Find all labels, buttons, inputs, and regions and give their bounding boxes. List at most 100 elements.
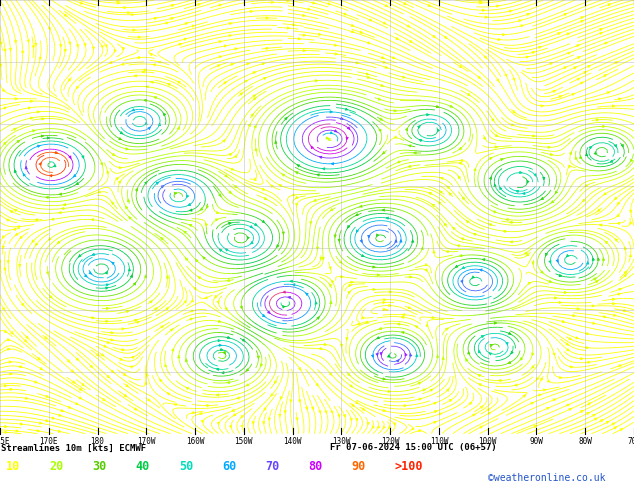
FancyArrowPatch shape [161,326,164,328]
FancyArrowPatch shape [59,212,61,214]
FancyArrowPatch shape [480,426,482,428]
FancyArrowPatch shape [630,221,632,224]
FancyArrowPatch shape [618,202,619,205]
FancyArrowPatch shape [6,219,9,221]
FancyArrowPatch shape [483,137,486,139]
FancyArrowPatch shape [15,40,16,43]
FancyArrowPatch shape [111,339,113,341]
FancyArrowPatch shape [376,353,378,356]
FancyArrowPatch shape [119,181,120,183]
FancyArrowPatch shape [607,92,609,94]
FancyArrowPatch shape [231,63,233,66]
FancyArrowPatch shape [380,353,382,355]
FancyArrowPatch shape [358,322,360,325]
FancyArrowPatch shape [541,271,543,273]
FancyArrowPatch shape [562,320,564,322]
FancyArrowPatch shape [581,17,583,19]
FancyArrowPatch shape [229,153,231,156]
FancyArrowPatch shape [190,318,193,320]
FancyArrowPatch shape [533,51,534,53]
FancyArrowPatch shape [296,418,298,420]
FancyArrowPatch shape [494,184,496,187]
FancyArrowPatch shape [586,262,589,264]
FancyArrowPatch shape [350,385,353,387]
FancyArrowPatch shape [351,24,354,26]
FancyArrowPatch shape [347,127,350,129]
FancyArrowPatch shape [384,308,385,310]
FancyArrowPatch shape [382,209,384,211]
FancyArrowPatch shape [219,41,221,43]
FancyArrowPatch shape [392,57,395,59]
FancyArrowPatch shape [65,14,67,16]
FancyArrowPatch shape [306,407,307,410]
FancyArrowPatch shape [219,56,222,58]
FancyArrowPatch shape [541,197,543,199]
FancyArrowPatch shape [76,358,79,361]
FancyArrowPatch shape [570,366,573,368]
FancyArrowPatch shape [567,52,570,54]
FancyArrowPatch shape [292,24,295,26]
FancyArrowPatch shape [450,399,451,402]
FancyArrowPatch shape [338,239,340,242]
FancyArrowPatch shape [3,308,4,310]
FancyArrowPatch shape [588,403,591,405]
FancyArrowPatch shape [585,184,588,187]
FancyArrowPatch shape [221,348,223,351]
FancyArrowPatch shape [76,86,79,89]
FancyArrowPatch shape [230,35,231,37]
FancyArrowPatch shape [619,365,621,367]
FancyArrowPatch shape [606,421,609,423]
FancyArrowPatch shape [122,328,124,330]
FancyArrowPatch shape [14,170,16,172]
FancyArrowPatch shape [264,408,266,410]
FancyArrowPatch shape [347,225,350,228]
FancyArrowPatch shape [136,189,138,191]
FancyArrowPatch shape [453,227,455,230]
FancyArrowPatch shape [249,124,250,126]
FancyArrowPatch shape [200,208,203,210]
FancyArrowPatch shape [64,49,67,52]
FancyArrowPatch shape [597,119,598,121]
FancyArrowPatch shape [489,158,492,160]
FancyArrowPatch shape [592,305,594,307]
FancyArrowPatch shape [437,129,439,132]
FancyArrowPatch shape [614,197,617,199]
FancyArrowPatch shape [496,5,499,7]
FancyArrowPatch shape [11,331,13,334]
FancyArrowPatch shape [602,258,605,260]
FancyArrowPatch shape [90,365,93,368]
FancyArrowPatch shape [53,165,56,167]
FancyArrowPatch shape [386,217,389,219]
FancyArrowPatch shape [145,182,147,184]
FancyArrowPatch shape [589,147,592,149]
FancyArrowPatch shape [482,259,485,261]
FancyArrowPatch shape [158,123,160,125]
FancyArrowPatch shape [246,369,249,371]
FancyArrowPatch shape [132,356,134,359]
FancyArrowPatch shape [346,338,348,340]
FancyArrowPatch shape [10,211,13,213]
FancyArrowPatch shape [317,174,320,176]
FancyArrowPatch shape [37,430,39,432]
FancyArrowPatch shape [503,230,506,232]
FancyArrowPatch shape [7,261,10,263]
FancyArrowPatch shape [346,108,348,110]
FancyArrowPatch shape [120,358,122,360]
FancyArrowPatch shape [275,381,276,383]
FancyArrowPatch shape [532,353,534,355]
FancyArrowPatch shape [441,177,443,179]
FancyArrowPatch shape [449,193,451,196]
FancyArrowPatch shape [36,243,37,245]
FancyArrowPatch shape [593,322,595,324]
FancyArrowPatch shape [245,80,247,82]
FancyArrowPatch shape [385,66,387,68]
FancyArrowPatch shape [205,296,207,299]
FancyArrowPatch shape [614,427,616,429]
FancyArrowPatch shape [16,430,18,432]
Text: 80: 80 [308,460,322,473]
FancyArrowPatch shape [630,254,631,257]
FancyArrowPatch shape [48,238,51,240]
FancyArrowPatch shape [153,64,155,66]
FancyArrowPatch shape [262,315,265,317]
FancyArrowPatch shape [567,33,569,35]
